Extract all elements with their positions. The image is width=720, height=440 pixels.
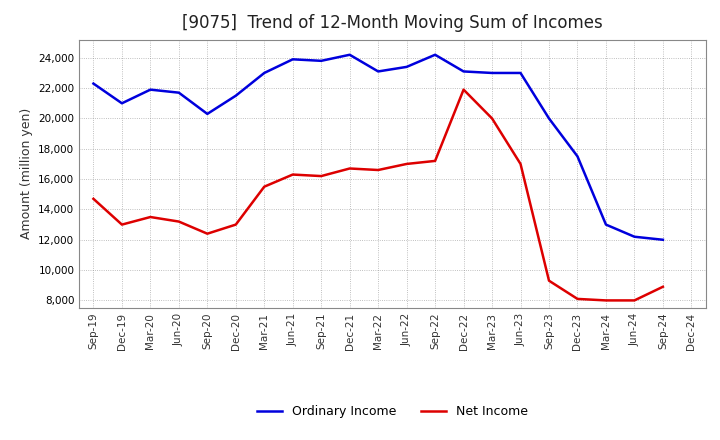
Ordinary Income (289, 57, 297, 62)
Ordinary Income (402, 64, 411, 70)
Net Income (573, 296, 582, 301)
Ordinary Income (516, 70, 525, 76)
Net Income (630, 298, 639, 303)
Net Income (89, 196, 98, 202)
Title: [9075]  Trend of 12-Month Moving Sum of Incomes: [9075] Trend of 12-Month Moving Sum of I… (182, 15, 603, 33)
Ordinary Income (630, 234, 639, 239)
Ordinary Income (602, 222, 611, 227)
Ordinary Income (260, 70, 269, 76)
Ordinary Income (346, 52, 354, 57)
Ordinary Income (459, 69, 468, 74)
Ordinary Income (174, 90, 183, 95)
Net Income (317, 173, 325, 179)
Y-axis label: Amount (million yen): Amount (million yen) (19, 108, 32, 239)
Ordinary Income (573, 154, 582, 159)
Net Income (659, 284, 667, 290)
Ordinary Income (374, 69, 382, 74)
Ordinary Income (146, 87, 155, 92)
Net Income (174, 219, 183, 224)
Net Income (203, 231, 212, 236)
Ordinary Income (487, 70, 496, 76)
Line: Ordinary Income: Ordinary Income (94, 55, 663, 240)
Net Income (260, 184, 269, 189)
Net Income (545, 278, 554, 283)
Ordinary Income (232, 93, 240, 99)
Ordinary Income (545, 116, 554, 121)
Net Income (516, 161, 525, 167)
Net Income (346, 166, 354, 171)
Net Income (146, 214, 155, 220)
Legend: Ordinary Income, Net Income: Ordinary Income, Net Income (252, 400, 533, 423)
Ordinary Income (89, 81, 98, 86)
Ordinary Income (203, 111, 212, 117)
Ordinary Income (659, 237, 667, 242)
Net Income (117, 222, 126, 227)
Ordinary Income (431, 52, 439, 57)
Ordinary Income (317, 58, 325, 63)
Net Income (459, 87, 468, 92)
Net Income (602, 298, 611, 303)
Ordinary Income (117, 101, 126, 106)
Net Income (402, 161, 411, 167)
Net Income (487, 116, 496, 121)
Line: Net Income: Net Income (94, 90, 663, 301)
Net Income (289, 172, 297, 177)
Net Income (431, 158, 439, 164)
Net Income (232, 222, 240, 227)
Net Income (374, 167, 382, 172)
